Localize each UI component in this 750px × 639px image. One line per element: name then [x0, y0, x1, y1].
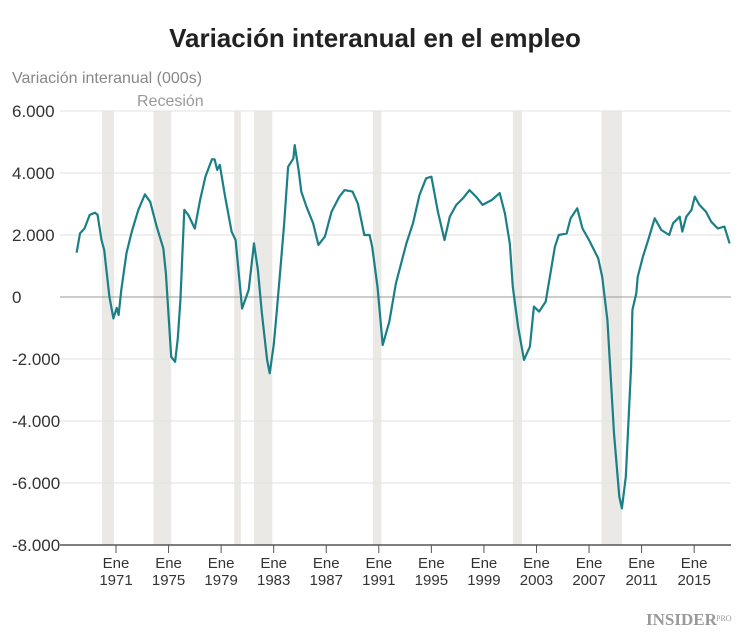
x-axis: Ene1971Ene1975Ene1979Ene1983Ene1987Ene19…: [99, 545, 711, 589]
insider-pro-logo: INSIDER PRO: [646, 610, 732, 629]
y-tick-label: 2.000: [12, 226, 55, 245]
y-axis: 6.000 4.000 2.000 0 -2.000 -4.000 -6.000 -8.000: [12, 102, 60, 555]
x-tick-year: 1971: [99, 572, 132, 589]
x-tick-month: Ene: [103, 555, 130, 572]
logo-text: INSIDER: [646, 610, 718, 629]
x-tick-year: 1987: [310, 572, 343, 589]
y-tick-label: 4.000: [12, 164, 55, 183]
recession-band: [372, 111, 382, 545]
y-axis-label: Variación interanual (000s): [12, 70, 202, 87]
x-tick-month: Ene: [155, 555, 182, 572]
x-tick-month: Ene: [208, 555, 235, 572]
recession-bands: [101, 111, 622, 545]
y-tick-label: 6.000: [12, 102, 55, 121]
recession-band: [234, 111, 241, 545]
x-tick-month: Ene: [260, 555, 287, 572]
x-tick-year: 1979: [204, 572, 237, 589]
x-tick-month: Ene: [628, 555, 655, 572]
recession-band: [601, 111, 622, 545]
y-tick-label: -2.000: [12, 350, 60, 369]
x-tick-year: 1999: [467, 572, 500, 589]
x-tick-year: 2007: [572, 572, 605, 589]
x-tick-month: Ene: [523, 555, 550, 572]
logo-suffix: PRO: [716, 614, 732, 623]
x-tick-month: Ene: [576, 555, 603, 572]
x-tick-year: 1975: [152, 572, 185, 589]
recession-band: [153, 111, 172, 545]
recession-label: Recesión: [137, 93, 204, 110]
y-tick-label: 0: [12, 288, 21, 307]
x-tick-year: 2015: [677, 572, 710, 589]
y-tick-label: -4.000: [12, 412, 60, 431]
chart-title: Variación interanual en el empleo: [169, 23, 581, 53]
x-tick-year: 1983: [257, 572, 290, 589]
x-tick-month: Ene: [471, 555, 498, 572]
x-tick-month: Ene: [365, 555, 392, 572]
x-tick-year: 2011: [625, 572, 657, 589]
y-tick-label: -8.000: [12, 536, 60, 555]
x-tick-year: 1995: [415, 572, 448, 589]
x-tick-month: Ene: [418, 555, 445, 572]
x-tick-year: 2003: [520, 572, 553, 589]
x-tick-month: Ene: [681, 555, 708, 572]
employment-series-line: [75, 144, 731, 510]
recession-band: [101, 111, 115, 545]
x-tick-year: 1991: [362, 572, 395, 589]
y-tick-label: -6.000: [12, 474, 60, 493]
x-tick-month: Ene: [313, 555, 340, 572]
